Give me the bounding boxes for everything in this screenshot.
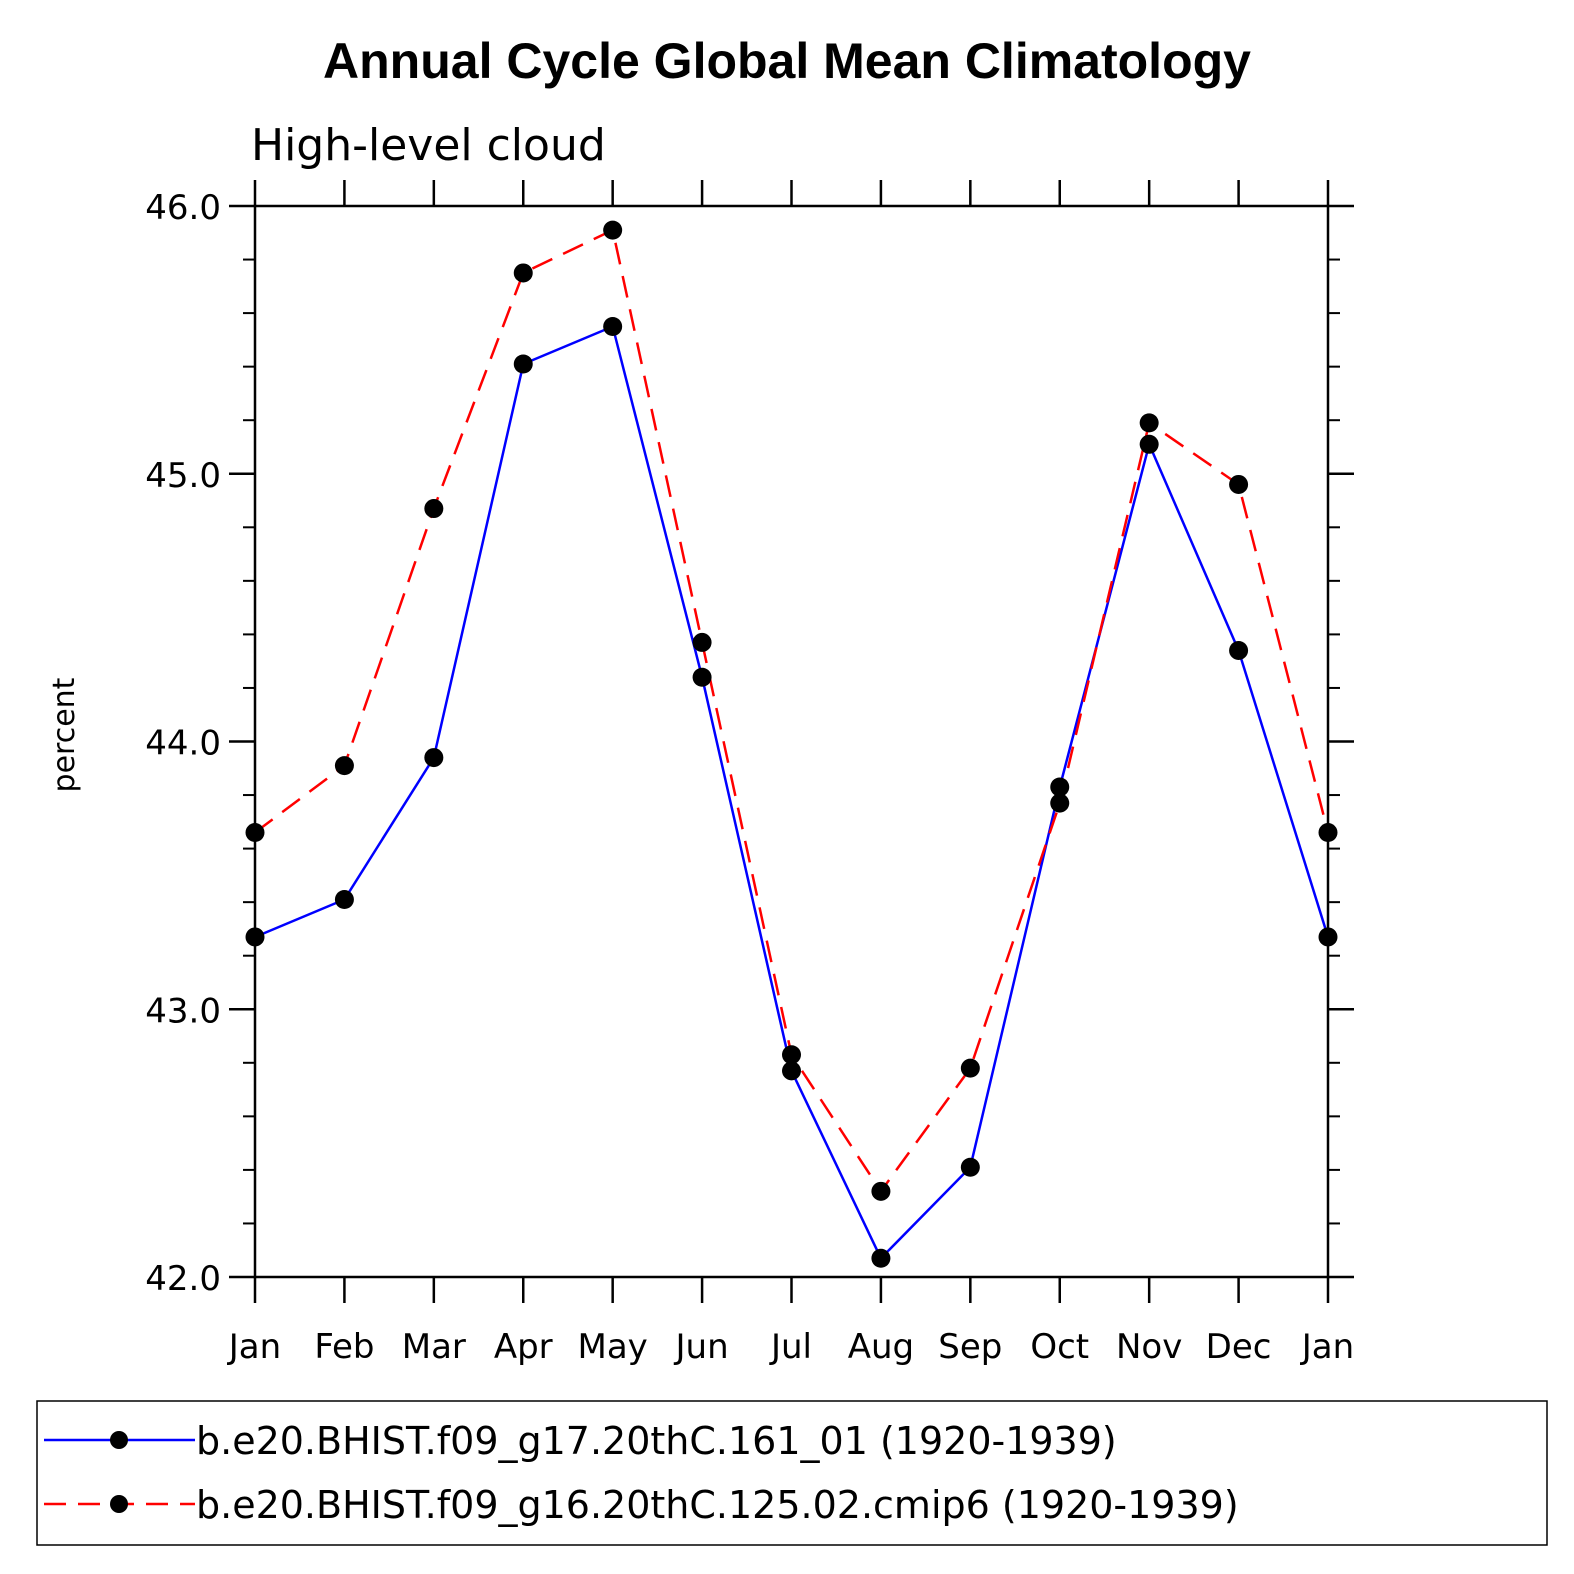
data-point-series-1 <box>782 1061 801 1081</box>
legend-box <box>36 1400 1548 1546</box>
data-point-series-2 <box>960 1058 980 1078</box>
data-point-series-1 <box>603 316 623 336</box>
data-point-series-1 <box>1229 640 1249 660</box>
data-point-series-2 <box>871 1181 891 1201</box>
data-point-series-1 <box>334 889 354 909</box>
y-tick-label: 46.0 <box>145 188 221 228</box>
data-point-series-1 <box>871 1248 891 1268</box>
data-point-series-2 <box>245 823 265 843</box>
data-point-series-2 <box>1139 413 1159 433</box>
data-point-series-2 <box>1050 793 1070 813</box>
x-tick-label: Apr <box>494 1327 553 1367</box>
data-point-series-2 <box>692 632 712 652</box>
chart-subtitle: High-level cloud <box>251 120 606 171</box>
minor-ticks <box>243 205 1340 1278</box>
data-point-series-2 <box>782 1045 801 1065</box>
data-point-series-2 <box>334 756 354 776</box>
x-tick-label: Aug <box>848 1327 914 1367</box>
x-tick-label: Jul <box>769 1327 812 1367</box>
y-tick-label: 45.0 <box>145 456 221 496</box>
x-tick-label: Mar <box>402 1327 466 1367</box>
data-point-series-1 <box>960 1157 980 1177</box>
legend-label-series-1: b.e20.BHIST.f09_g17.20thC.161_01 (1920-1… <box>196 1419 1117 1463</box>
data-point-series-2 <box>424 499 444 519</box>
data-point-series-1 <box>424 748 444 768</box>
legend-marker-series-1 <box>110 1431 128 1449</box>
x-tick-label: Jan <box>1300 1327 1354 1367</box>
x-tick-label: Jun <box>674 1327 729 1367</box>
data-point-series-1 <box>1139 434 1159 454</box>
legend: b.e20.BHIST.f09_g17.20thC.161_01 (1920-1… <box>36 1400 1548 1546</box>
x-tick-label: May <box>578 1327 648 1367</box>
x-tick-label: Dec <box>1206 1327 1272 1367</box>
data-point-series-1 <box>1318 927 1338 947</box>
major-ticks <box>229 180 1354 1303</box>
data-point-series-2 <box>1229 474 1249 494</box>
series-line-1 <box>254 325 1330 1260</box>
legend-label-series-2: b.e20.BHIST.f09_g16.20thC.125.02.cmip6 (… <box>196 1483 1239 1527</box>
series-lines <box>254 228 1330 1260</box>
y-tick-label: 44.0 <box>145 724 221 764</box>
data-point-series-2 <box>1318 823 1338 843</box>
legend-marker-series-2 <box>110 1495 128 1513</box>
y-tick-labels: 42.0 43.0 44.0 45.0 46.0 <box>145 188 221 1299</box>
y-tick-label: 43.0 <box>145 991 221 1031</box>
data-point-series-1 <box>513 354 533 374</box>
data-point-series-1 <box>245 927 265 947</box>
x-tick-label: Oct <box>1030 1327 1089 1367</box>
y-tick-label: 42.0 <box>145 1259 221 1299</box>
data-point-series-2 <box>603 220 623 240</box>
x-tick-label: Feb <box>314 1327 374 1367</box>
data-point-series-2 <box>513 263 533 283</box>
y-axis-label: percent <box>47 677 82 792</box>
x-tick-label: Jan <box>227 1327 281 1367</box>
data-point-series-1 <box>1050 777 1070 797</box>
x-tick-labels: Jan Feb Mar Apr May Jun Jul Aug Sep Oct Nov Dec Jan <box>227 1327 1354 1367</box>
plot-frame <box>253 204 1330 1279</box>
x-tick-label: Nov <box>1116 1327 1182 1367</box>
chart-title: Annual Cycle Global Mean Climatology <box>323 33 1251 89</box>
series-points <box>245 220 1338 1268</box>
x-tick-label: Sep <box>938 1327 1002 1367</box>
data-point-series-1 <box>692 667 712 687</box>
